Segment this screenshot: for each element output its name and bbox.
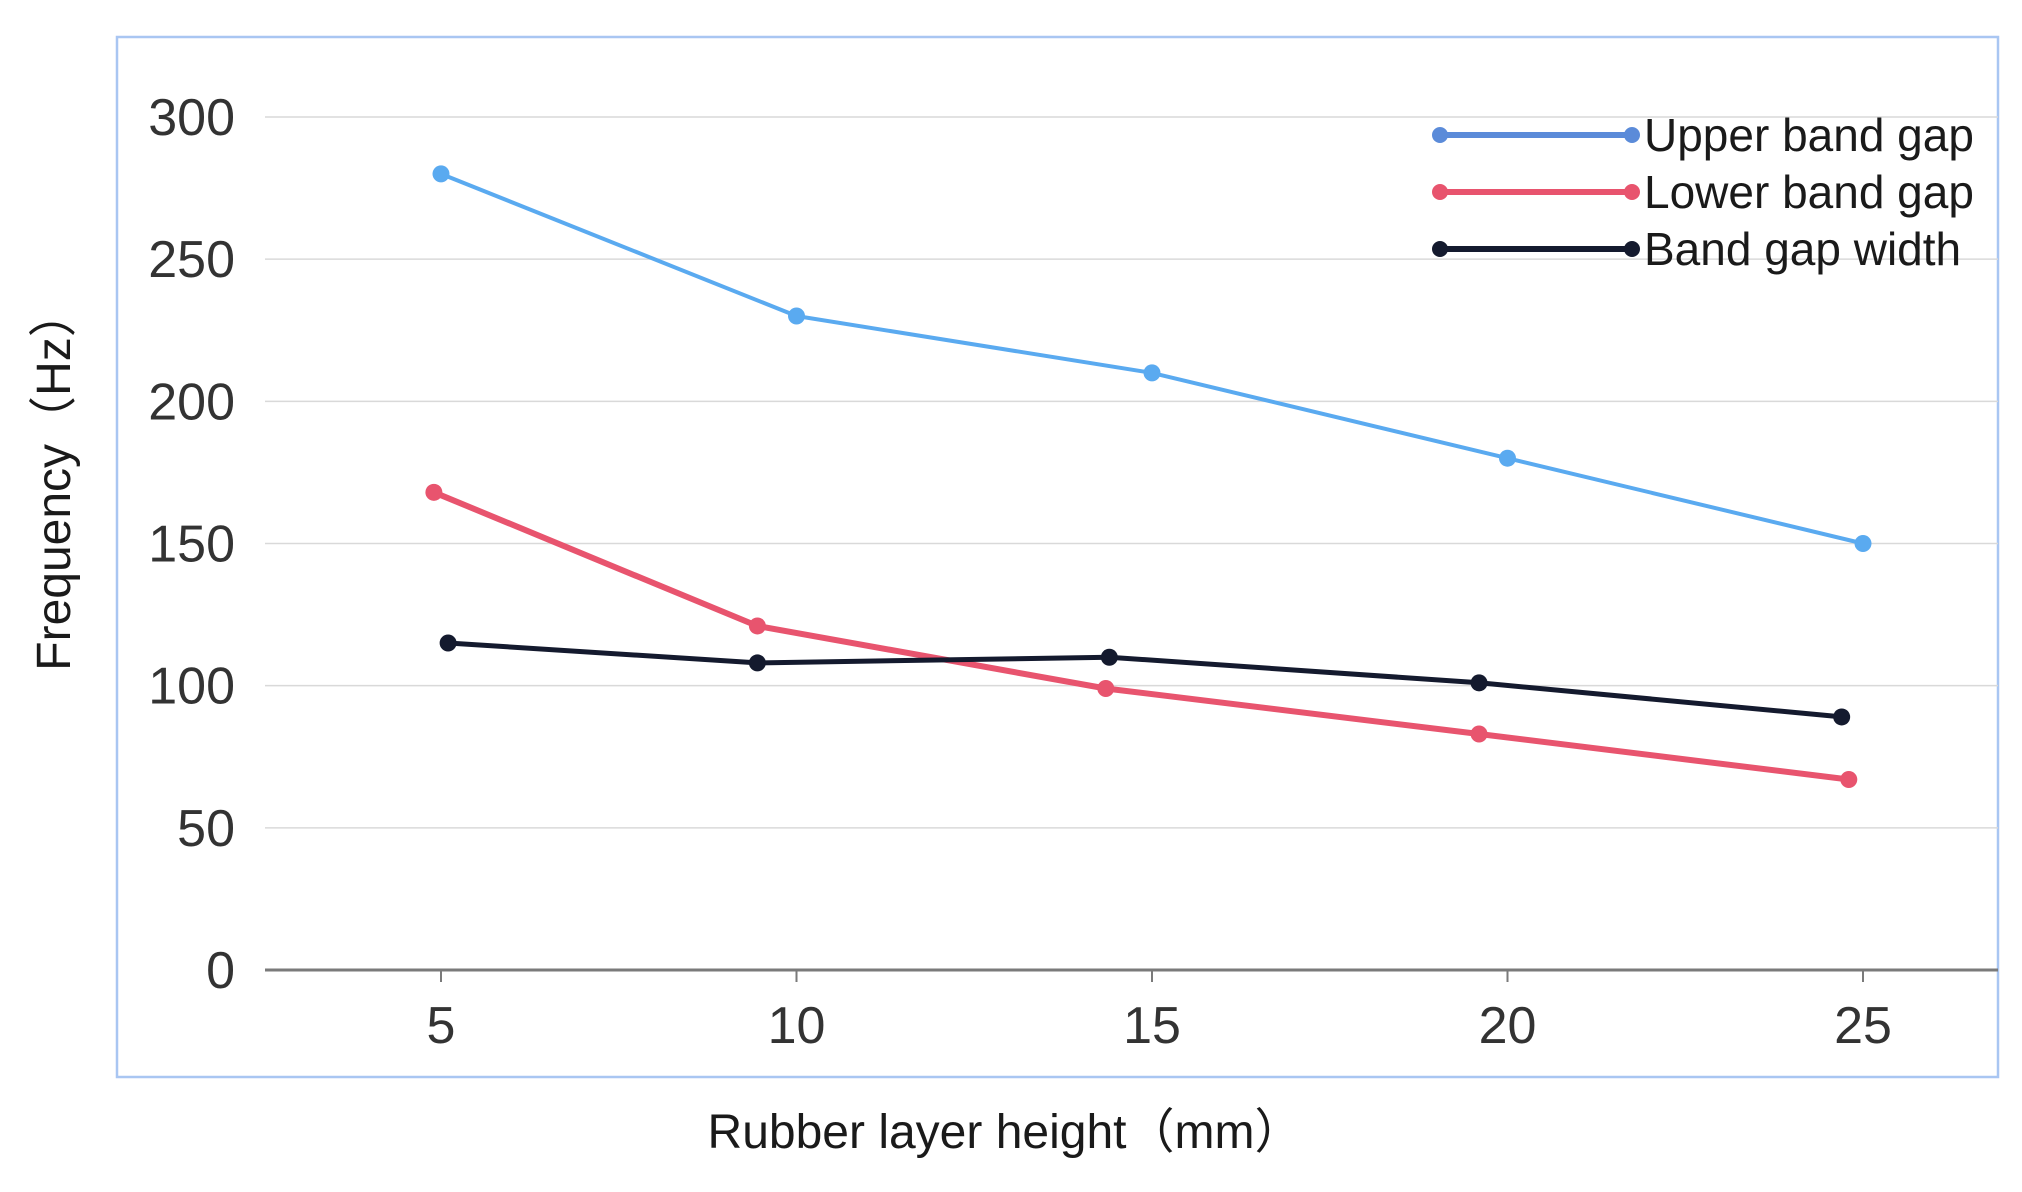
upper-band-gap-point-3 — [1143, 364, 1161, 382]
axes: 0 50 100 150 200 250 300 5 10 15 20 25 — [148, 89, 1998, 1055]
y-tick-label-100: 100 — [148, 658, 235, 716]
x-tick-label-25: 25 — [1834, 997, 1892, 1055]
data-series — [425, 165, 1872, 788]
y-tick-label-50: 50 — [177, 800, 235, 858]
legend-label-band-gap-width: Band gap width — [1644, 223, 1961, 275]
lower-band-gap-point-2 — [748, 617, 766, 635]
y-tick-label-0: 0 — [206, 942, 235, 1000]
y-tick-label-150: 150 — [148, 516, 235, 574]
x-tick-label-10: 10 — [768, 997, 826, 1055]
y-tick-label-200: 200 — [148, 373, 235, 431]
legend-label-lower-band-gap: Lower band gap — [1644, 166, 1974, 218]
legend-marker-end-lower-band-gap — [1624, 184, 1640, 200]
x-tick-label-20: 20 — [1479, 997, 1537, 1055]
y-axis-title: Frequency（Hz） — [28, 289, 81, 670]
legend-label-upper-band-gap: Upper band gap — [1644, 109, 1974, 161]
legend-marker-end-band-gap-width — [1624, 241, 1640, 257]
legend-marker-start-lower-band-gap — [1432, 184, 1448, 200]
x-tick-label-5: 5 — [427, 997, 456, 1055]
band-gap-width-point-5 — [1833, 708, 1851, 726]
chart-frame — [115, 35, 2000, 1079]
y-tick-label-300: 300 — [148, 89, 235, 147]
band-gap-width-point-3 — [1100, 648, 1118, 666]
upper-band-gap-point-1 — [432, 165, 450, 183]
lower-band-gap-point-4 — [1470, 725, 1488, 743]
upper-band-gap-point-5 — [1854, 535, 1872, 552]
band-gap-width-point-1 — [439, 634, 457, 652]
upper-band-gap-point-2 — [788, 307, 805, 325]
y-tick-label-250: 250 — [148, 231, 235, 289]
lower-band-gap-point-5 — [1840, 770, 1858, 788]
band-gap-width-point-2 — [748, 654, 766, 672]
upper-band-gap-point-4 — [1499, 449, 1516, 467]
lower-band-gap-point-1 — [425, 483, 443, 501]
legend-marker-end-upper-band-gap — [1624, 127, 1640, 143]
x-axis-title: Rubber layer height（mm） — [708, 1106, 1303, 1159]
legend-marker-start-upper-band-gap — [1432, 127, 1448, 143]
x-tick-label-15: 15 — [1123, 997, 1181, 1055]
lower-band-gap-point-3 — [1097, 680, 1115, 698]
band-gap-width-point-4 — [1470, 674, 1488, 692]
legend-marker-start-band-gap-width — [1432, 241, 1448, 257]
